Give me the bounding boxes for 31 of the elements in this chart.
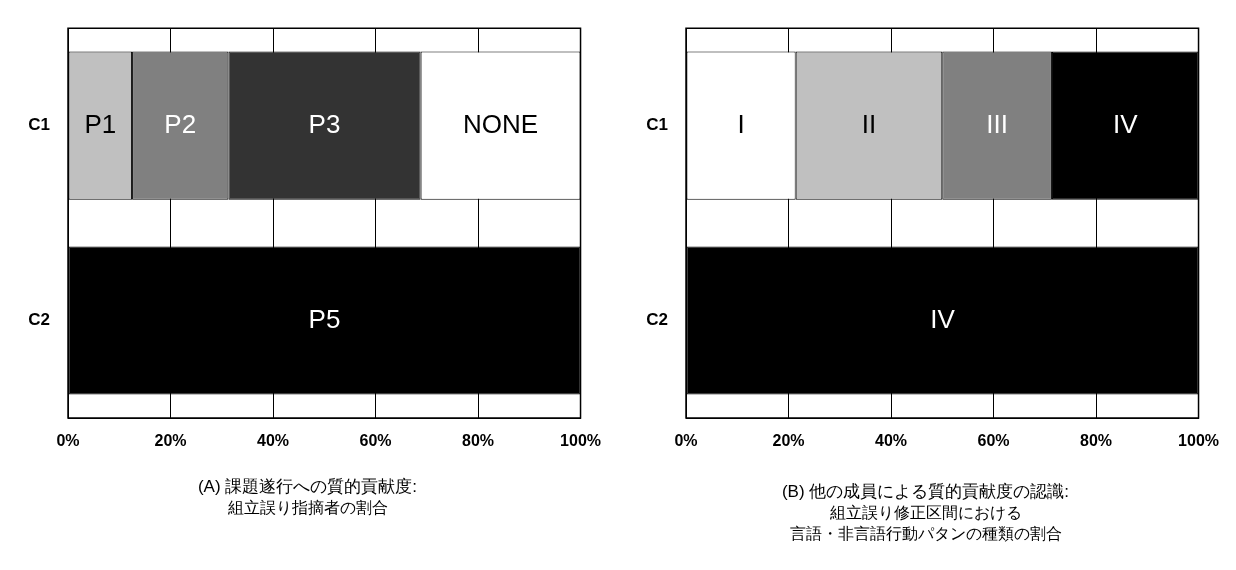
x-tick-label: 100%: [560, 432, 601, 450]
text: (A) 課題遂行への質的貢献度:: [196, 476, 419, 498]
x-tick-label: 20%: [154, 432, 187, 450]
text: 組立誤り修正区間における: [828, 503, 1023, 523]
series-label: P5: [308, 303, 341, 334]
x-tick-label: 20%: [772, 432, 805, 450]
x-tick-label: 0%: [674, 432, 698, 450]
x-tick-label: 40%: [875, 432, 908, 450]
y-tick-label: C2: [646, 310, 668, 330]
series-label: NONE: [463, 108, 539, 139]
series-label: P3: [308, 108, 341, 139]
x-tick-label: 80%: [1080, 432, 1113, 450]
y-tick-label: C1: [28, 115, 50, 135]
text: (B) 他の成員による質的貢献度の認識:: [780, 481, 1071, 503]
series-label: II: [861, 108, 877, 139]
text: 言語・非言語行動パタンの種類の割合: [788, 524, 1063, 544]
x-tick-label: 80%: [462, 432, 495, 450]
x-tick-label: 0%: [56, 432, 80, 450]
y-tick-label: C1: [646, 115, 668, 135]
x-tick-label: 60%: [977, 432, 1010, 450]
series-label: I: [737, 108, 745, 139]
series-label: IV: [1112, 108, 1139, 139]
x-tick-label: 100%: [1178, 432, 1219, 450]
y-tick-label: C2: [28, 310, 50, 330]
series-label: P1: [84, 108, 117, 139]
text: IV: [930, 303, 955, 334]
text: 組立誤り指摘者の割合: [226, 498, 389, 518]
x-tick-label: 40%: [257, 432, 290, 450]
series-label: III: [986, 108, 1008, 139]
x-tick-label: 60%: [359, 432, 392, 450]
series-label: P2: [164, 108, 197, 139]
